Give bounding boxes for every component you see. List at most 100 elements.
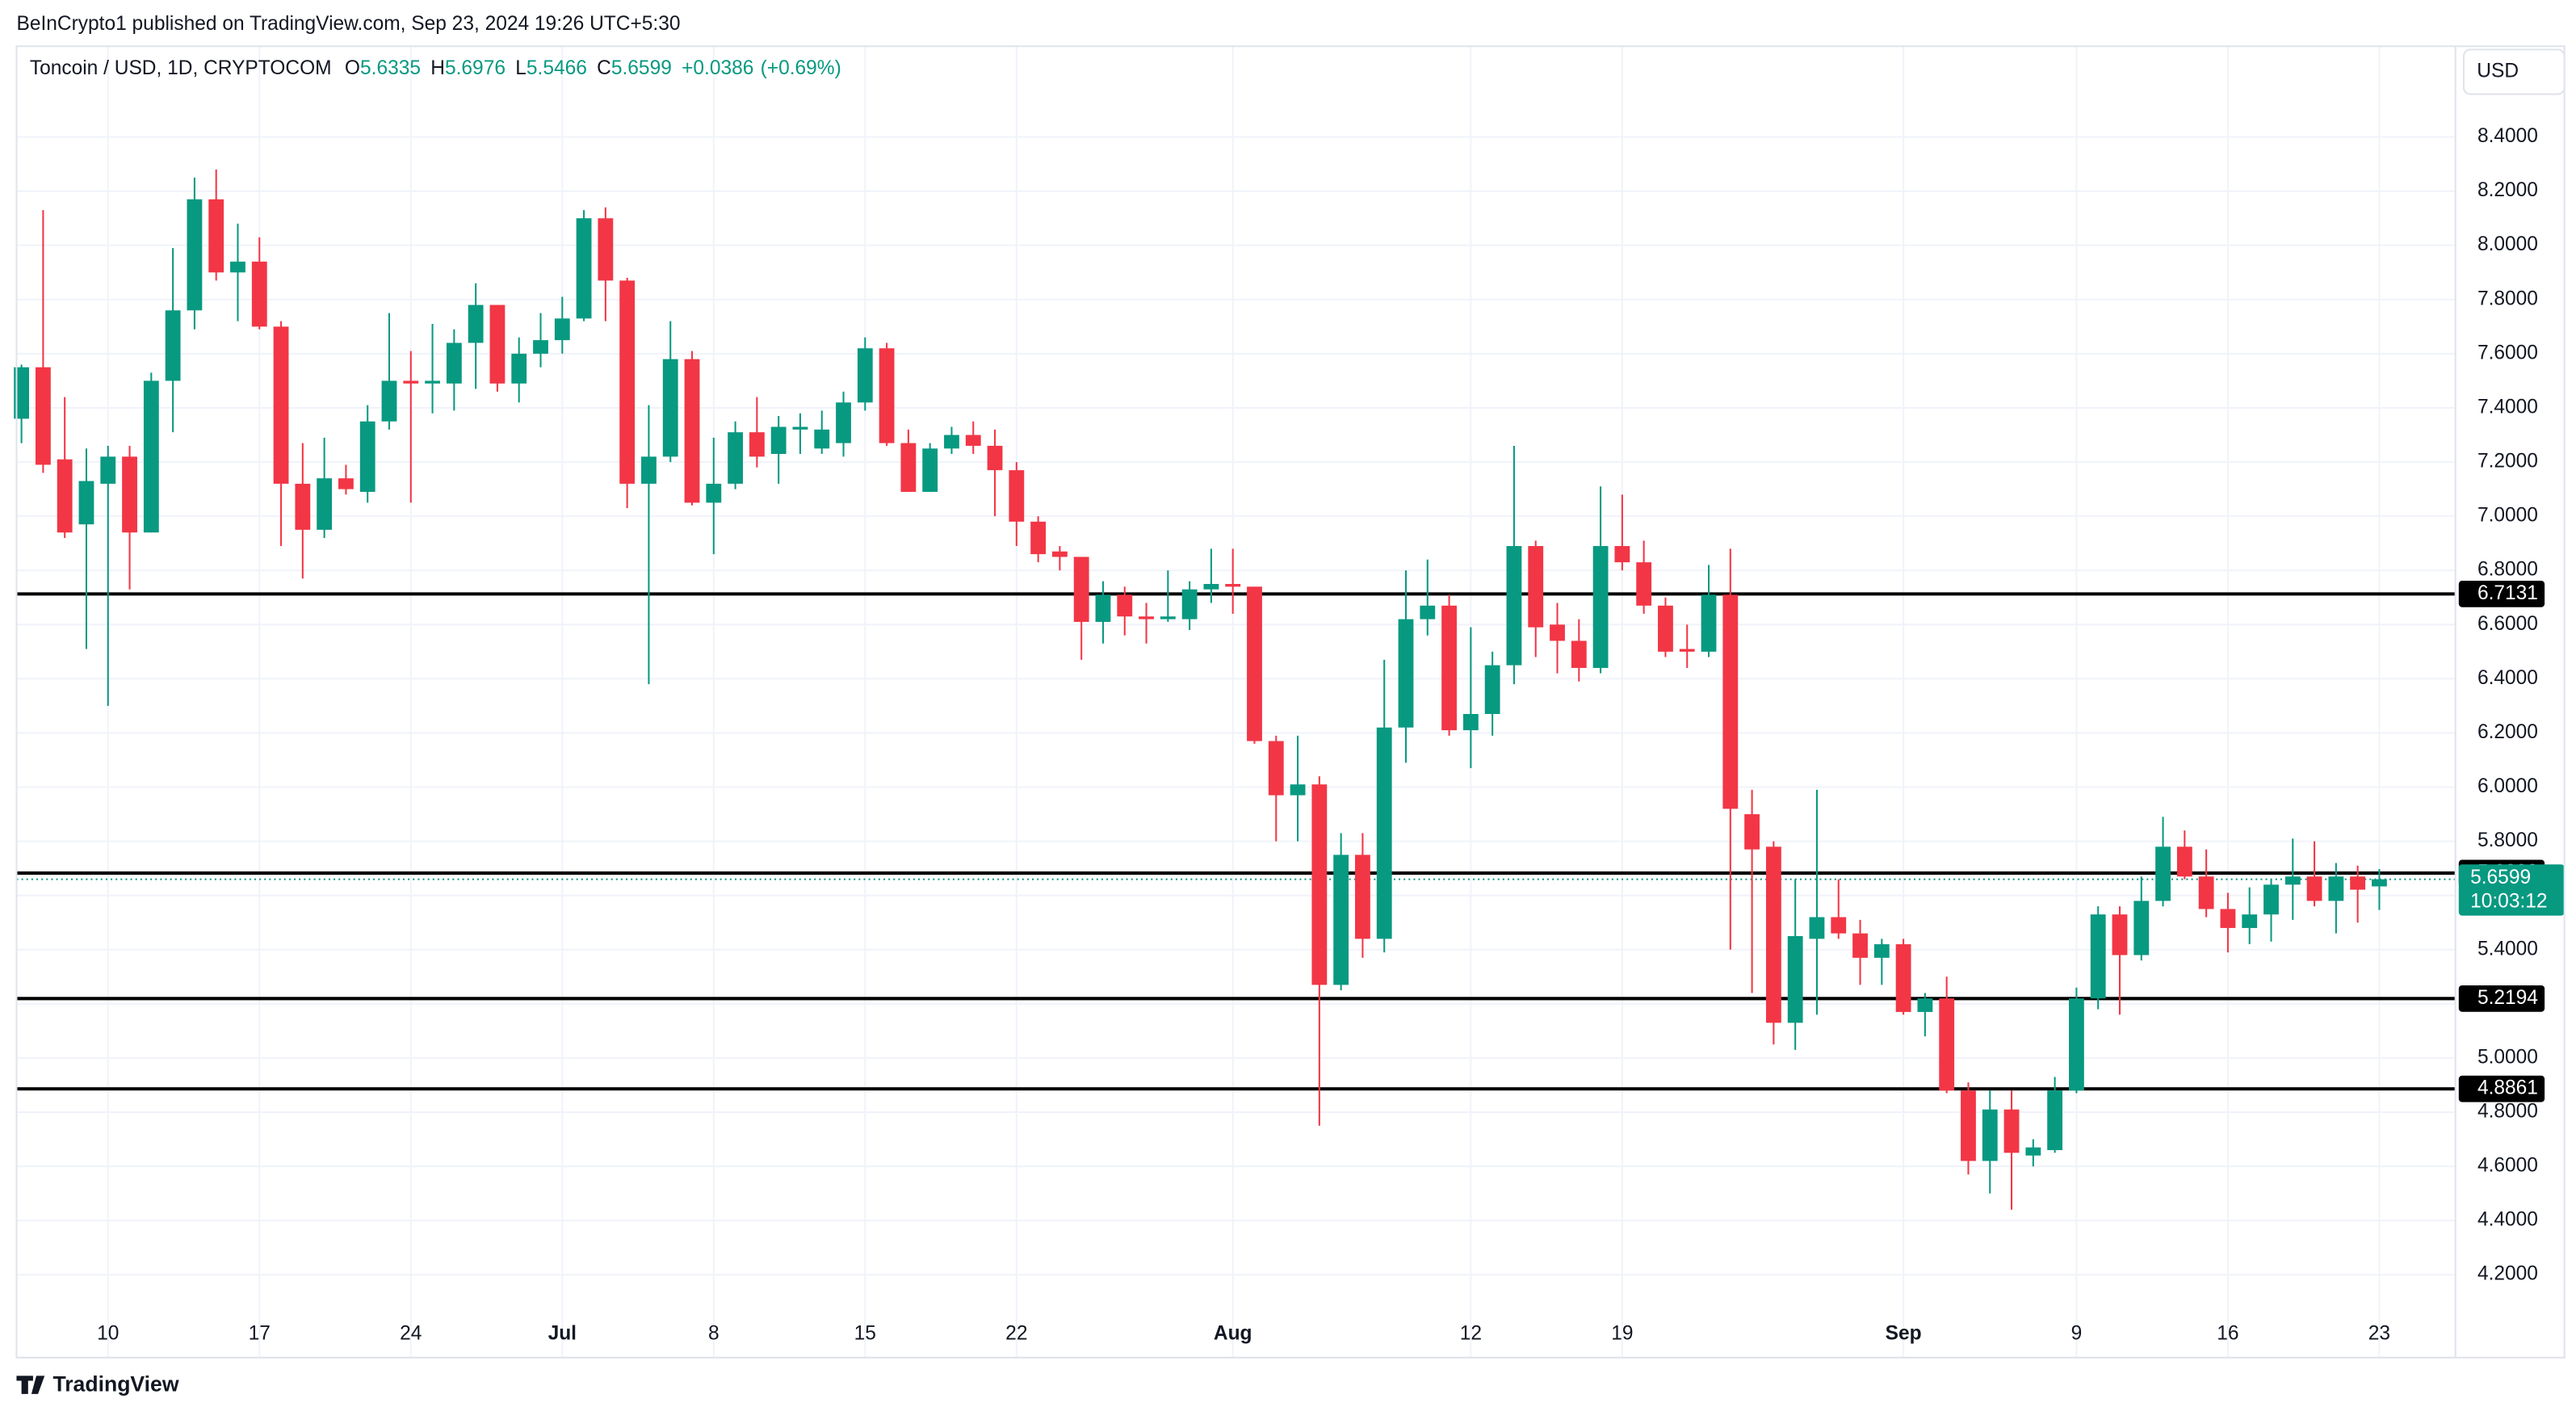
levels [16,592,2456,1091]
x-tick-label: 10 [97,1323,119,1345]
candle-body [770,426,787,455]
y-tick-label: 4.6000 [2477,1155,2538,1177]
y-tick-label: 6.4000 [2477,667,2538,689]
candle-body [2025,1147,2041,1156]
candle-body [2003,1109,2020,1153]
candle-body [251,261,267,327]
y-tick-label: 6.0000 [2477,775,2538,797]
candle-body [1420,605,1436,620]
x-tick-label: Jul [548,1323,577,1345]
ohlc-value: 5.6335 [360,57,421,79]
candle-body [1095,594,1111,622]
y-tick-label: 4.4000 [2477,1209,2538,1231]
candle-body [317,478,333,530]
symbol-line: Toncoin / USD, 1D, CRYPTOCOM O5.6335 H5.69… [30,57,841,79]
candle-body [489,304,506,384]
source: TradingView [52,1372,178,1396]
x-tick-label: Sep [1886,1323,1922,1345]
candle-body [1355,855,1370,939]
candle-body [446,342,462,384]
candle-body [987,445,1003,471]
ohlc-label: H [430,57,445,79]
candle-body [1009,470,1025,522]
candle-body [619,280,636,484]
candle-body [273,326,289,484]
tradingview-logo: TradingView [16,1372,179,1396]
candle-body [1311,784,1328,985]
candle-body [403,380,419,384]
candle-body [1982,1109,1998,1161]
candle-body [1268,741,1284,796]
y-tick-label: 7.2000 [2477,451,2538,472]
frame [15,45,2566,1359]
candle-body [1528,546,1544,628]
candle-body [1181,589,1198,620]
candle-body [2155,846,2171,901]
candle-body [1809,917,1825,939]
candle-body [165,310,181,381]
candle-body [338,478,354,489]
ohlc-label: O [345,57,360,79]
candle-body [187,199,203,311]
candle-body [1679,649,1695,652]
candle-body [749,432,765,457]
candle-body [208,199,224,273]
last-price-box [2458,864,2565,916]
level-label-box [2458,581,2545,607]
candle-body [1203,583,1219,590]
candle-body [728,432,743,484]
candle-body [1484,665,1500,714]
candle-body [1895,944,1911,1012]
candle-body [662,359,678,457]
x-tick-label: 23 [2368,1323,2390,1345]
currency-button[interactable] [2462,48,2566,95]
x-tick-label: 8 [708,1323,720,1345]
candle-body [425,380,440,384]
candle-body [1441,605,1457,731]
candle-body [598,218,614,281]
candle-body [1290,784,1306,796]
x-tick-label: 12 [1460,1323,1482,1345]
candle-body [1247,586,1262,741]
candle-body [2350,876,2366,890]
candle-body [879,348,895,443]
candle-body [1744,814,1760,850]
ohlc-label: L [515,57,527,79]
y-tick-label: 8.0000 [2477,233,2538,255]
candle-body [1571,640,1587,668]
candle-body [576,218,592,319]
y-tick-label: 8.4000 [2477,125,2538,147]
x-tick-label: 22 [1005,1323,1027,1345]
candle-body [1051,551,1068,557]
candle-body [2220,909,2236,928]
currency[interactable]: USD [2477,60,2519,82]
candles [14,169,2387,1210]
candle-body [792,426,808,430]
candle-body [1636,562,1652,606]
x-tick-label: 9 [2071,1323,2083,1345]
candle-body [1333,855,1349,985]
candle-body [1917,998,1933,1012]
candle-body [1961,1090,1976,1161]
candle-body [2372,879,2387,887]
candle-body [2069,998,2084,1091]
candle-body [1787,935,1803,1023]
x-tick-label: 16 [2217,1323,2238,1345]
candle-body [1398,619,1414,728]
candle-body [814,429,830,449]
y-tick-label: 5.0000 [2477,1046,2538,1068]
candle-body [468,304,484,343]
candle-body [1506,546,1522,666]
x-tick-label: 19 [1611,1323,1633,1345]
candle-body [2198,876,2214,909]
candle-body [944,435,959,449]
candle-body [1139,616,1154,620]
y-tick-label: 6.6000 [2477,613,2538,635]
ohlc-value: 5.5466 [527,57,587,79]
candle-body [57,459,73,533]
candle-body [1831,917,1847,934]
ohlc-label: C [597,57,611,79]
candle-body [706,483,722,503]
